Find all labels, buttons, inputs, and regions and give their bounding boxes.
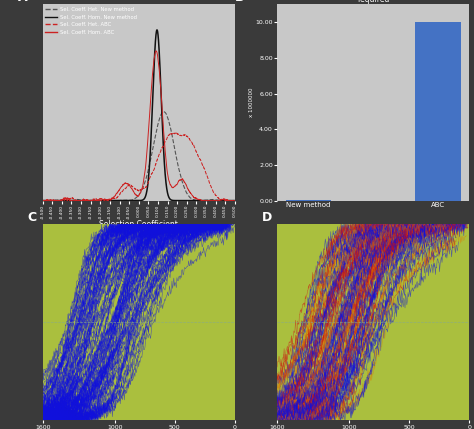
Sel. Coeff. Het. ABC <box>227 198 232 203</box>
Sel. Coeff. Het. New method <box>227 198 232 203</box>
Bar <box>286 199 331 201</box>
Sel. Coeff. Hom. New method <box>227 198 232 203</box>
Y-axis label: x 1000000: x 1000000 <box>249 88 254 117</box>
Sel. Coeff. Hom. ABC <box>191 195 197 200</box>
Sel. Coeff. Hom. ABC <box>40 198 46 203</box>
Sel. Coeff. Hom. ABC <box>232 198 237 203</box>
Sel. Coeff. Het. New method <box>191 197 197 202</box>
Sel. Coeff. Het. ABC <box>40 198 46 203</box>
Text: B: B <box>235 0 244 4</box>
Line: Sel. Coeff. Het. New method: Sel. Coeff. Het. New method <box>43 112 235 201</box>
Sel. Coeff. Het. New method <box>128 198 134 203</box>
Sel. Coeff. Het. New method <box>232 198 237 203</box>
Text: A: A <box>18 0 27 4</box>
Line: Sel. Coeff. Hom. New method: Sel. Coeff. Hom. New method <box>43 30 235 201</box>
Sel. Coeff. Hom. New method <box>40 198 46 203</box>
Sel. Coeff. Het. ABC <box>191 144 197 149</box>
Sel. Coeff. Hom. New method <box>133 198 139 203</box>
Sel. Coeff. Hom. ABC <box>227 198 232 203</box>
Sel. Coeff. Hom. New method <box>128 198 134 203</box>
Sel. Coeff. Hom. ABC <box>50 198 55 203</box>
X-axis label: Selection Coefficient: Selection Coefficient <box>100 220 178 229</box>
Legend: Sel. Coeff. Het. New method, Sel. Coeff. Hom. New method, Sel. Coeff. Het. ABC, : Sel. Coeff. Het. New method, Sel. Coeff.… <box>46 7 137 35</box>
Sel. Coeff. Hom. New method <box>227 198 232 203</box>
Line: Sel. Coeff. Hom. ABC: Sel. Coeff. Hom. ABC <box>43 51 235 201</box>
Sel. Coeff. Hom. ABC <box>154 48 159 54</box>
Sel. Coeff. Hom. ABC <box>128 185 134 190</box>
Sel. Coeff. Het. ABC <box>172 130 178 136</box>
Text: C: C <box>27 211 36 224</box>
Sel. Coeff. Hom. New method <box>50 198 55 203</box>
Text: D: D <box>262 211 272 224</box>
Line: Sel. Coeff. Het. ABC: Sel. Coeff. Het. ABC <box>43 133 235 201</box>
Sel. Coeff. Het. ABC <box>227 198 232 203</box>
Sel. Coeff. Het. New method <box>161 109 166 114</box>
Sel. Coeff. Hom. New method <box>154 27 160 33</box>
Sel. Coeff. Het. New method <box>133 195 139 200</box>
Sel. Coeff. Het. New method <box>40 198 46 203</box>
Sel. Coeff. Het. ABC <box>128 183 134 188</box>
Sel. Coeff. Het. ABC <box>133 187 139 192</box>
Sel. Coeff. Het. ABC <box>50 198 55 203</box>
Title: Number of simulations
required: Number of simulations required <box>329 0 417 3</box>
Bar <box>415 22 461 201</box>
Sel. Coeff. Het. ABC <box>232 198 237 203</box>
Sel. Coeff. Hom. New method <box>232 198 237 203</box>
Sel. Coeff. Hom. New method <box>191 198 197 203</box>
Sel. Coeff. Het. New method <box>227 198 232 203</box>
Sel. Coeff. Het. New method <box>50 198 55 203</box>
Sel. Coeff. Hom. ABC <box>227 198 232 203</box>
Sel. Coeff. Hom. ABC <box>133 192 139 197</box>
